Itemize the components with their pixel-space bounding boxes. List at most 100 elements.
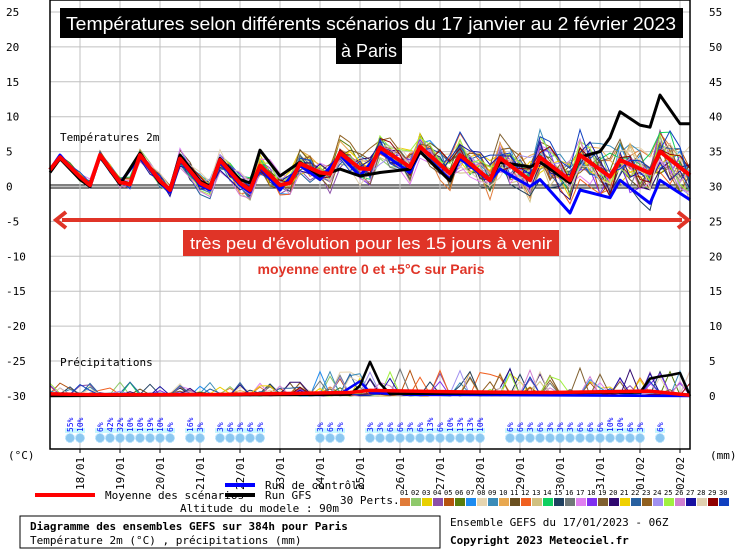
pert-legend-swatch	[543, 498, 553, 506]
altitude-label: Altitude du modele : 90m	[180, 502, 339, 515]
pert-legend-id: 06	[455, 489, 463, 497]
snow-pct-label: 19%	[146, 417, 155, 432]
snow-band	[375, 428, 385, 433]
pert-legend-id: 03	[422, 489, 430, 497]
y-right-tick-label: 55	[709, 6, 722, 19]
snow-band	[565, 428, 575, 433]
y-axis-left: -30 -25 -20 -15 -10 -5 0 5 10 15 20 25	[6, 6, 26, 403]
y-right-tick-label: 45	[709, 76, 722, 89]
snow-pct-label: 3%	[366, 422, 375, 432]
snowflake-icon	[515, 433, 525, 443]
snowflake-icon	[655, 433, 665, 443]
pert-legend-id: 01	[400, 489, 408, 497]
y-right-tick-label: 35	[709, 146, 722, 159]
legend-control-label: Run de contrôle	[265, 479, 364, 492]
snow-pct-label: 3%	[406, 422, 415, 432]
y-right-tick-label: 20	[709, 250, 722, 263]
snow-pct-label: 6%	[656, 422, 665, 432]
pert-legend-id: 05	[444, 489, 452, 497]
double-arrow	[52, 210, 692, 230]
pert-legend-id: 19	[598, 489, 606, 497]
snowflake-icon	[405, 433, 415, 443]
pert-legend-id: 13	[532, 489, 540, 497]
snowflake-icon	[145, 433, 155, 443]
snow-pct-label: 6%	[536, 422, 545, 432]
snow-pct-label: 10%	[136, 417, 145, 432]
y-right-unit: (mm)	[710, 449, 737, 462]
y-left-unit: (°C)	[8, 449, 35, 462]
pert-legend-swatch	[653, 498, 663, 506]
snow-band	[605, 428, 615, 433]
snow-pct-label: 6%	[226, 422, 235, 432]
snow-band	[435, 428, 445, 433]
snow-pct-label: 16%	[186, 417, 195, 432]
snow-pct-label: 3%	[636, 422, 645, 432]
snow-pct-label: 32%	[116, 417, 125, 432]
snowflake-icon	[155, 433, 165, 443]
snowflake-icon	[585, 433, 595, 443]
pert-legend-swatch	[565, 498, 575, 506]
snow-pct-label: 3%	[216, 422, 225, 432]
pert-legend-id: 27	[686, 489, 694, 497]
snowflake-icon	[635, 433, 645, 443]
legend-perts-label: 30 Perts.	[340, 494, 400, 507]
snow-pct-label: 42%	[106, 417, 115, 432]
y-left-tick-label: 20	[6, 41, 19, 54]
snow-band	[255, 428, 265, 433]
snow-pct-label: 6%	[586, 422, 595, 432]
pert-legend-swatch	[576, 498, 586, 506]
temperature-label: Températures 2m	[60, 131, 160, 144]
x-tick-label: 28/01	[474, 457, 487, 490]
snow-band	[235, 428, 245, 433]
snow-pct-label: 10%	[616, 417, 625, 432]
pert-legend-swatch	[422, 498, 432, 506]
y-right-tick-label: 30	[709, 181, 722, 194]
snowflake-icon	[185, 433, 195, 443]
snow-pct-label: 10%	[156, 417, 165, 432]
snow-pct-label: 3%	[256, 422, 265, 432]
snow-pct-label: 10%	[446, 417, 455, 432]
y-right-tick-label: 10	[709, 320, 722, 333]
x-tick-label: 20/01	[154, 457, 167, 490]
pert-legend-swatch	[675, 498, 685, 506]
snowflake-icon	[325, 433, 335, 443]
snowflake-icon	[535, 433, 545, 443]
pert-legend-id: 02	[411, 489, 419, 497]
x-tick-label: 18/01	[74, 457, 87, 490]
snowflake-icon	[545, 433, 555, 443]
snowflake-icon	[135, 433, 145, 443]
snow-band	[585, 428, 595, 433]
snow-pct-label: 55%	[66, 417, 75, 432]
snow-band	[105, 428, 115, 433]
x-tick-label: 02/02	[674, 457, 687, 490]
snowflake-icon	[315, 433, 325, 443]
snowflake-icon	[235, 433, 245, 443]
snow-band	[335, 428, 345, 433]
x-tick-label: 22/01	[234, 457, 247, 490]
pert-legend-swatch	[598, 498, 608, 506]
snow-pct-label: 10%	[476, 417, 485, 432]
snowflake-icon	[75, 433, 85, 443]
snow-band	[185, 428, 195, 433]
legend-gfs-label: Run GFS	[265, 489, 311, 502]
x-tick-label: 24/01	[314, 457, 327, 490]
snow-band	[625, 428, 635, 433]
pert-legend-id: 23	[642, 489, 650, 497]
x-tick-label: 30/01	[554, 457, 567, 490]
snow-pct-label: 6%	[576, 422, 585, 432]
pert-legend-swatch	[697, 498, 707, 506]
snow-band	[405, 428, 415, 433]
footer-subtitle: Température 2m (°C) , précipitations (mm…	[30, 534, 302, 547]
snow-band	[75, 428, 85, 433]
snowflake-icon	[165, 433, 175, 443]
snow-band	[135, 428, 145, 433]
x-tick-label: 29/01	[514, 457, 527, 490]
y-left-tick-label: 5	[6, 146, 13, 159]
y-left-tick-label: -10	[6, 250, 26, 263]
snow-pct-label: 6%	[516, 422, 525, 432]
grid	[50, 0, 690, 449]
pert-legend-id: 28	[697, 489, 705, 497]
snowflake-icon	[575, 433, 585, 443]
snow-pct-label: 13%	[426, 417, 435, 432]
